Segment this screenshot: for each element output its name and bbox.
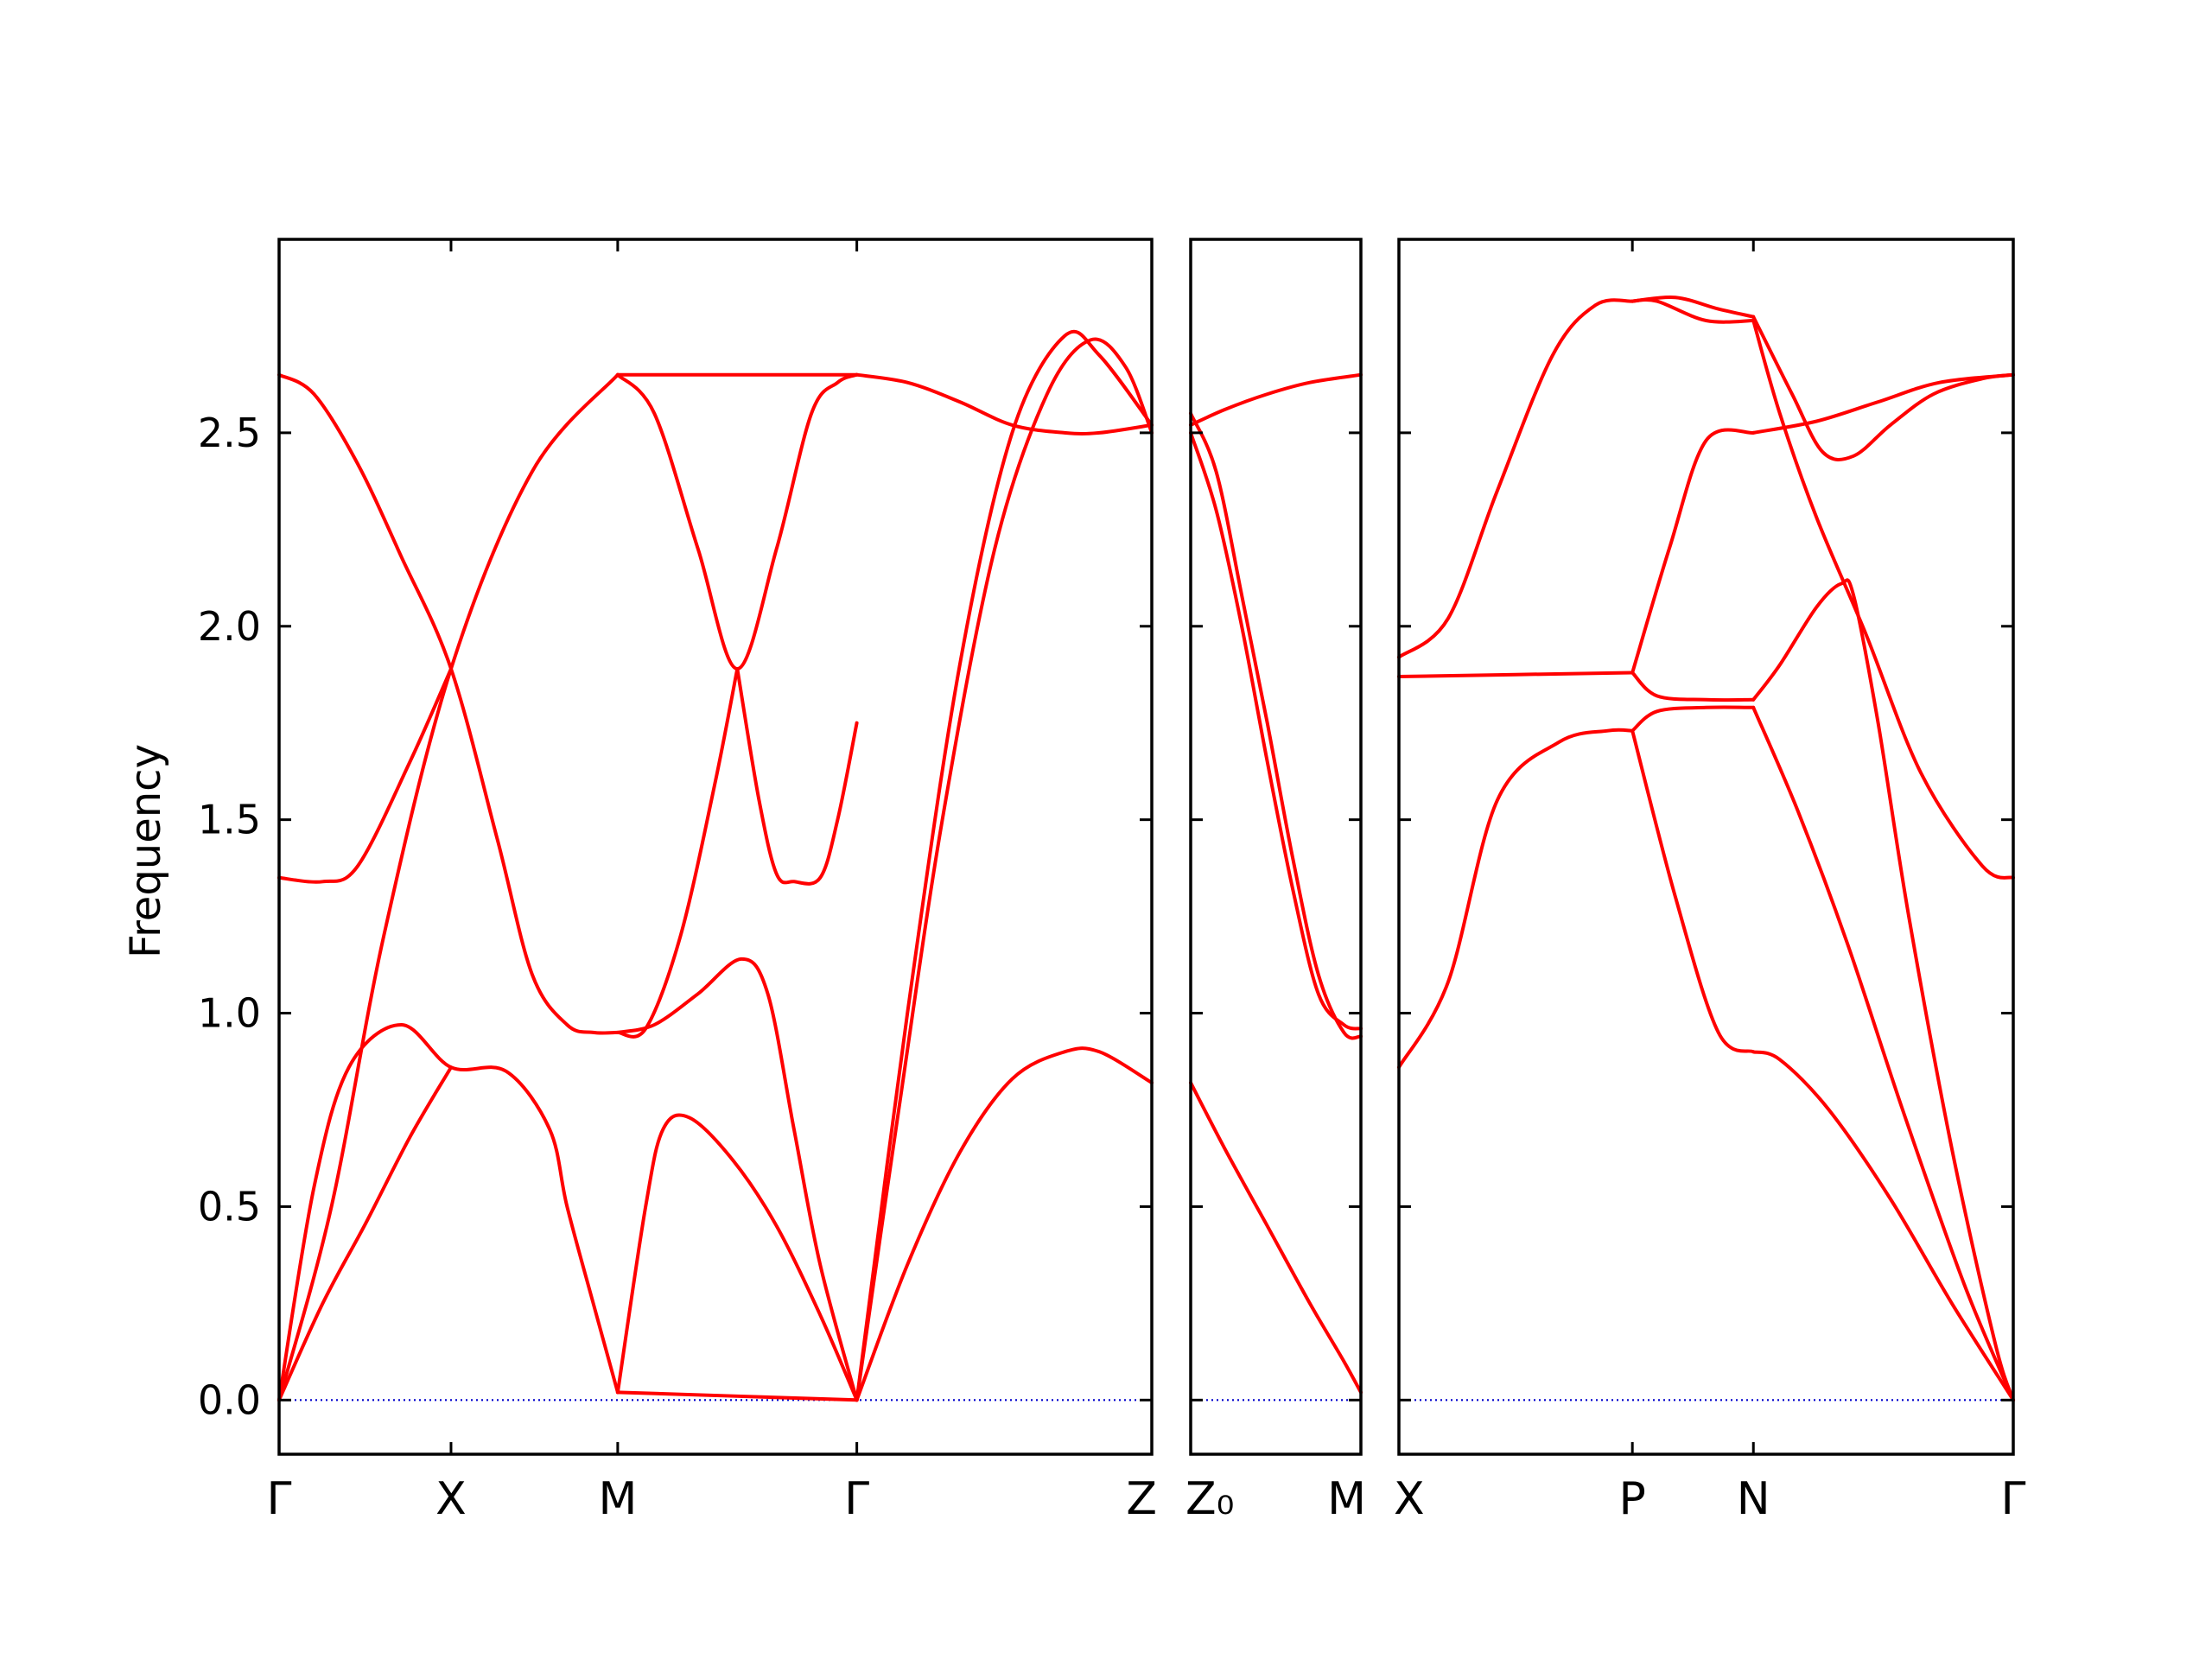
band-line-p1-11	[615, 1113, 859, 1402]
y-tick-label: 1.0	[198, 990, 261, 1037]
band-line-p3-14	[1751, 705, 2015, 1402]
panel-frame-2	[1189, 238, 1363, 1456]
band-line-p1-10	[615, 957, 859, 1402]
panel-frame-3	[1397, 238, 2015, 1456]
band-line-p1-2	[277, 1023, 620, 1402]
x-tick-label: P	[1619, 1473, 1646, 1525]
band-line-p1-8	[615, 667, 740, 1039]
x-tick-label: X	[435, 1473, 467, 1525]
band-line-p3-5	[1630, 705, 1756, 733]
band-line-p1-1	[277, 372, 620, 1402]
band-line-p2-3	[1189, 430, 1363, 1031]
y-tick-label: 2.0	[198, 603, 261, 650]
y-tick-label: 0.5	[198, 1183, 261, 1230]
band-line-p1-16	[855, 1046, 1154, 1402]
x-tick-label: Γ	[844, 1473, 869, 1525]
band-line-p3-15	[1751, 1050, 2015, 1402]
band-line-p1-3	[277, 1065, 453, 1402]
x-tick-label: Γ	[267, 1473, 292, 1525]
x-tick-label: Z₀	[1185, 1473, 1234, 1525]
band-line-p1-7	[615, 372, 859, 671]
band-line-p3-12	[1751, 319, 2015, 880]
band-line-p3-3	[1397, 671, 1635, 678]
x-tick-label: M	[598, 1473, 637, 1525]
x-tick-label: Γ	[2001, 1473, 2026, 1525]
y-tick-label: 0.0	[198, 1376, 261, 1423]
band-line-p3-9	[1630, 428, 1756, 675]
x-tick-label: N	[1737, 1473, 1770, 1525]
band-line-p1-12	[615, 1390, 859, 1402]
x-tick-label: M	[1327, 1473, 1366, 1525]
band-line-p3-2	[1397, 298, 1635, 659]
band-line-p2-2	[1189, 411, 1363, 1040]
band-line-p1-15	[855, 372, 1154, 436]
band-line-p2-1	[1189, 372, 1363, 427]
band-line-p1-5	[277, 667, 453, 884]
band-line-p1-4	[277, 372, 620, 1035]
phonon-bands	[277, 295, 2015, 1402]
band-line-p3-13	[1751, 578, 2015, 1402]
band-line-p3-10	[1751, 315, 2015, 461]
band-line-p2-4	[1189, 1081, 1363, 1395]
y-tick-label: 1.5	[198, 797, 261, 843]
band-line-p3-7	[1630, 297, 1756, 324]
band-line-p3-8	[1630, 728, 1756, 1054]
axis-ticks	[277, 239, 2015, 1454]
x-tick-label: X	[1394, 1473, 1425, 1525]
y-tick-label: 2.5	[198, 410, 261, 456]
band-line-p3-11	[1751, 372, 2015, 435]
band-line-p1-13	[855, 329, 1154, 1402]
band-line-p3-1	[1397, 728, 1635, 1070]
x-tick-label: Z	[1126, 1473, 1157, 1525]
band-line-p1-14	[855, 337, 1154, 1402]
y-tick-labels: 0.0 0.5 1.0 1.5 2.0 2.5	[198, 410, 261, 1423]
panel-frame-1	[277, 238, 1154, 1456]
band-line-p3-4	[1630, 671, 1756, 702]
y-axis-label: Frequency	[122, 744, 170, 958]
panel-frames	[277, 238, 2015, 1456]
x-tick-labels: Γ X M Γ Z Z₀ M X P N Γ	[267, 1473, 2026, 1525]
band-line-p1-9	[735, 667, 859, 886]
